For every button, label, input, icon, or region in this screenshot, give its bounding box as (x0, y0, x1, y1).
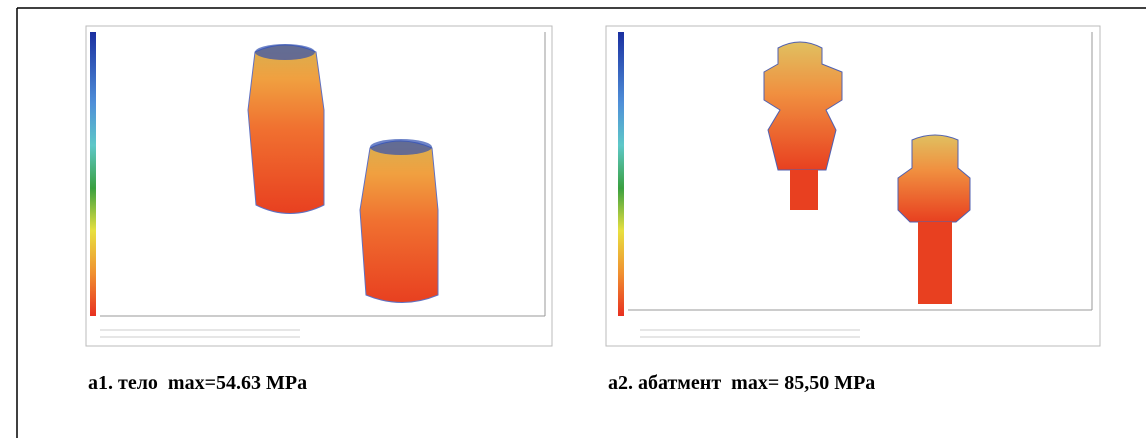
abutment-post (918, 222, 952, 304)
color-scale (90, 32, 96, 316)
abutment-post (790, 170, 818, 210)
caption: а1. тело max=54.63 MPa (88, 372, 307, 395)
implant-top (255, 44, 315, 60)
caption: а2. абатмент max= 85,50 MPa (608, 372, 875, 395)
color-scale (618, 32, 624, 316)
image-border (606, 26, 1100, 346)
implant-body (248, 45, 324, 214)
fem-image-right (606, 26, 1100, 346)
fem-image-left (86, 26, 552, 346)
page: а1. тело max=54.63 MPa а2. абатмент max=… (0, 0, 1146, 438)
implant-top (370, 139, 432, 155)
implant-body (360, 141, 438, 303)
